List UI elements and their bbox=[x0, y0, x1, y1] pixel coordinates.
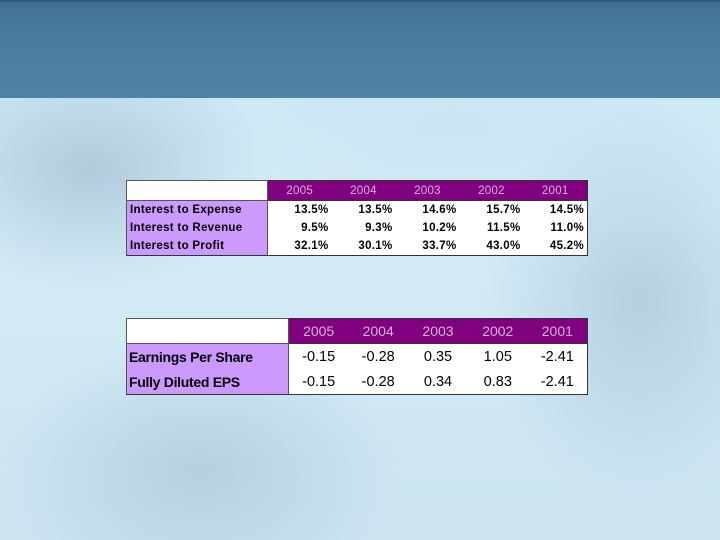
table-cell: 43.0% bbox=[459, 237, 524, 256]
year-header: 2005 bbox=[267, 180, 332, 201]
row-label: Fully Diluted EPS bbox=[126, 369, 289, 395]
table-cell: 0.34 bbox=[408, 369, 468, 395]
table-cell: -2.41 bbox=[527, 343, 588, 369]
row-label: Interest to Expense bbox=[126, 200, 268, 219]
row-label: Interest to Revenue bbox=[126, 219, 268, 237]
table-cell: 13.5% bbox=[331, 200, 396, 219]
table-cell: 15.7% bbox=[459, 200, 524, 219]
table-cell: 10.2% bbox=[395, 219, 460, 237]
year-header: 2005 bbox=[288, 318, 349, 344]
table-corner-cell bbox=[126, 318, 289, 344]
table-cell: 14.5% bbox=[523, 200, 588, 219]
year-header: 2002 bbox=[459, 180, 524, 201]
table-row: Interest to Profit 32.1% 30.1% 33.7% 43.… bbox=[126, 237, 588, 256]
table-cell: 1.05 bbox=[467, 343, 528, 369]
table-cell: -0.15 bbox=[288, 369, 349, 395]
table-cell: 0.35 bbox=[408, 343, 468, 369]
year-header: 2004 bbox=[348, 318, 409, 344]
year-header: 2003 bbox=[408, 318, 468, 344]
table-cell: 0.83 bbox=[467, 369, 528, 395]
row-label: Earnings Per Share bbox=[126, 343, 289, 369]
table-cell: 33.7% bbox=[395, 237, 460, 256]
table-row: Interest to Expense 13.5% 13.5% 14.6% 15… bbox=[126, 200, 588, 219]
table-row: Interest to Revenue 9.5% 9.3% 10.2% 11.5… bbox=[126, 219, 588, 237]
table-cell: -0.28 bbox=[348, 369, 409, 395]
table-row: Fully Diluted EPS -0.15 -0.28 0.34 0.83 … bbox=[126, 369, 588, 395]
table-header-row: 2005 2004 2003 2002 2001 bbox=[126, 180, 588, 201]
table-cell: 13.5% bbox=[267, 200, 332, 219]
table-cell: 9.3% bbox=[331, 219, 396, 237]
year-header: 2001 bbox=[527, 318, 588, 344]
table-cell: 32.1% bbox=[267, 237, 332, 256]
table-cell: -0.28 bbox=[348, 343, 409, 369]
table-cell: 11.0% bbox=[523, 219, 588, 237]
table-cell: 45.2% bbox=[523, 237, 588, 256]
table-cell: 14.6% bbox=[395, 200, 460, 219]
row-label: Interest to Profit bbox=[126, 237, 268, 256]
year-header: 2004 bbox=[331, 180, 396, 201]
interest-ratios-table: 2005 2004 2003 2002 2001 Interest to Exp… bbox=[126, 180, 588, 256]
eps-table: 2005 2004 2003 2002 2001 Earnings Per Sh… bbox=[126, 318, 588, 395]
table-cell: 9.5% bbox=[267, 219, 332, 237]
table-cell: 30.1% bbox=[331, 237, 396, 256]
table-corner-cell bbox=[126, 180, 268, 201]
year-header: 2001 bbox=[523, 180, 588, 201]
table-cell: -0.15 bbox=[288, 343, 349, 369]
year-header: 2002 bbox=[467, 318, 528, 344]
table-header-row: 2005 2004 2003 2002 2001 bbox=[126, 318, 588, 344]
table-cell: -2.41 bbox=[527, 369, 588, 395]
table-row: Earnings Per Share -0.15 -0.28 0.35 1.05… bbox=[126, 343, 588, 369]
header-band bbox=[0, 0, 720, 98]
table-cell: 11.5% bbox=[459, 219, 524, 237]
year-header: 2003 bbox=[395, 180, 460, 201]
